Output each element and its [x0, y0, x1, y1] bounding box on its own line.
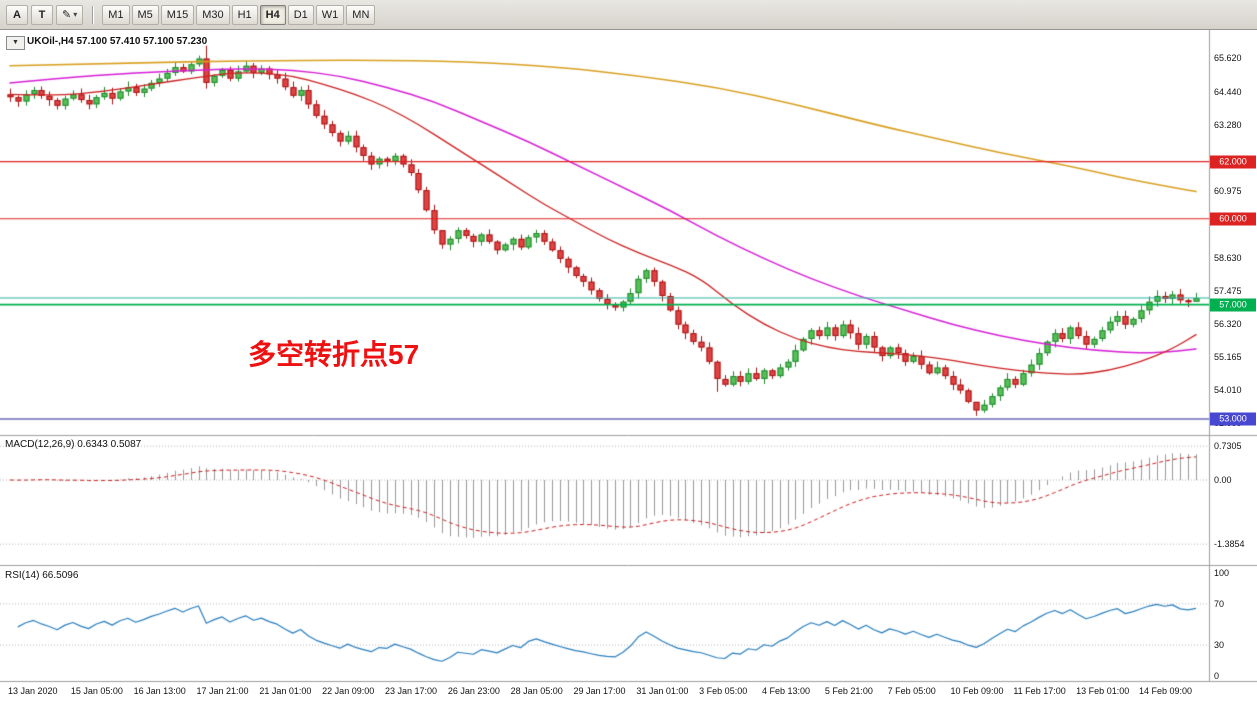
annotation-text[interactable]: 多空转折点57	[248, 339, 420, 370]
timeframe-button-m1[interactable]: M1	[102, 4, 130, 25]
timeframe-button-h1[interactable]: H1	[231, 4, 258, 25]
arrow-tool-button[interactable]: A	[6, 4, 28, 25]
timeframe-button-m15[interactable]: M15	[160, 4, 195, 25]
timeframe-button-m5[interactable]: M5	[131, 4, 159, 25]
timeframe-button-m30[interactable]: M30	[196, 4, 230, 25]
timeframe-group: M1 M5 M15 M30 H1 H4 D1 W1 MN	[102, 4, 376, 25]
text-tool-button[interactable]: T	[31, 4, 53, 25]
timeframe-button-h4[interactable]: H4	[259, 4, 286, 25]
draw-color-tool-button[interactable]: ✎ ▾	[56, 4, 84, 25]
chevron-down-icon: ▾	[73, 10, 78, 19]
symbol-dropdown-button[interactable]: ▼	[6, 36, 25, 50]
chart-area: ▼ UKOil-,H4 57.100 57.410 57.100 57.230 …	[0, 30, 1257, 701]
rsi-indicator-title: RSI(14) 66.5096	[5, 570, 79, 581]
chart-title: UKOil-,H4 57.100 57.410 57.100 57.230	[27, 36, 208, 47]
chevron-down-icon: ▼	[12, 39, 19, 46]
price-chart-canvas[interactable]	[0, 30, 1257, 701]
toolbar: A T ✎ ▾ M1 M5 M15 M30 H1 H4 D1 W1 MN	[0, 0, 1257, 30]
pen-icon: ✎	[62, 9, 72, 21]
toolbar-separator	[92, 5, 94, 24]
timeframe-button-mn[interactable]: MN	[346, 4, 376, 25]
timeframe-button-w1[interactable]: W1	[315, 4, 345, 25]
timeframe-button-d1[interactable]: D1	[287, 4, 314, 25]
macd-indicator-title: MACD(12,26,9) 0.6343 0.5087	[5, 439, 142, 450]
